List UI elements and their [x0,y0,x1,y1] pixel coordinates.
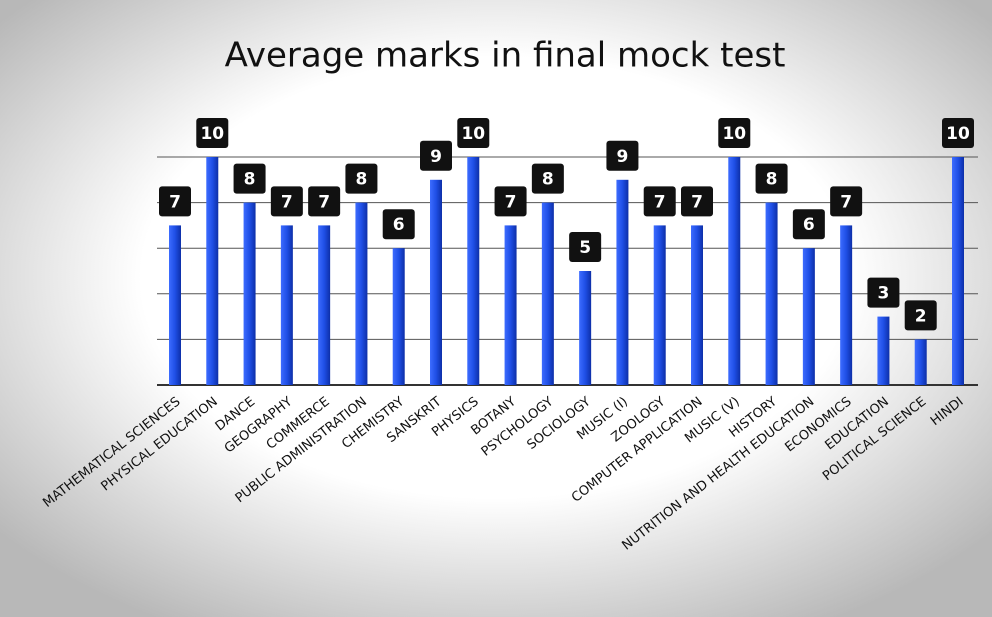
value-label-box [494,186,527,217]
bar [579,271,592,385]
value-label: 7 [318,192,330,212]
value-label: 2 [915,306,927,326]
value-label-box [345,163,378,194]
value-label-box [420,140,452,171]
value-label-box [569,232,602,262]
chart-title: Average marks in final mock test [225,36,786,76]
value-label: 10 [946,124,970,144]
value-label-box [308,186,341,217]
value-label: 7 [654,192,666,212]
bar [802,248,815,385]
bar [467,157,480,385]
bar [691,225,703,385]
value-label: 7 [281,192,293,212]
value-label-box [643,186,676,217]
bar [728,157,741,385]
bar [840,225,853,385]
bar [765,202,778,385]
value-label-box [681,186,713,217]
bar [616,179,629,385]
value-label-box [531,163,564,194]
bar [318,225,331,385]
value-label-box [942,118,974,148]
value-label: 8 [244,170,256,190]
bar [914,339,927,385]
value-label: 10 [200,124,224,144]
value-label-box [904,300,937,331]
value-label-box [718,118,751,148]
value-label: 8 [356,170,368,190]
value-label: 10 [722,124,746,144]
value-label-box [606,140,639,171]
value-label: 6 [803,215,815,235]
bar [243,202,256,385]
value-label-box [792,209,825,240]
bar [504,225,517,385]
bar [653,225,666,385]
bar [877,316,890,385]
value-label: 9 [617,147,629,167]
bar [169,225,181,385]
value-label: 10 [461,124,485,144]
bar [206,157,219,385]
bar [355,202,368,385]
value-label: 7 [505,192,517,212]
value-label: 8 [766,170,778,190]
value-label-box [382,209,415,240]
value-label-box [755,163,788,194]
value-label-box [233,163,266,194]
bar [430,179,442,385]
value-label: 5 [579,238,591,258]
value-label: 7 [840,192,852,212]
value-label-box [270,186,303,217]
bar [392,248,405,385]
value-label: 6 [393,215,405,235]
value-label-box [457,118,490,148]
bar [280,225,293,385]
value-label-box [196,118,229,148]
bar [952,157,964,385]
value-label: 9 [430,147,442,167]
bar [541,202,554,385]
value-label: 3 [878,284,890,304]
value-label-box [159,186,191,217]
value-label-box [867,277,900,308]
value-label: 7 [691,192,703,212]
value-label: 7 [169,192,181,212]
value-label-box [830,186,863,217]
value-label: 8 [542,170,554,190]
